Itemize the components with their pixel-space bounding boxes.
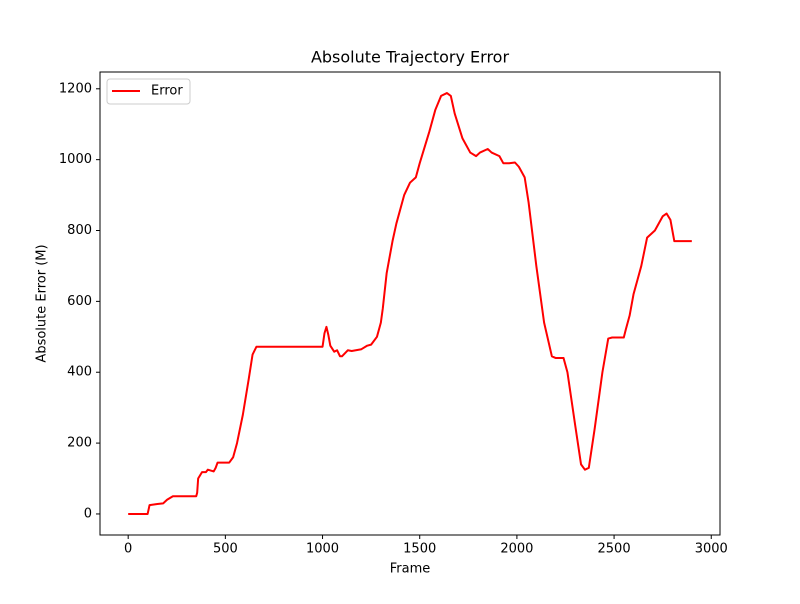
legend-label: Error [151, 84, 183, 99]
chart-title: Absolute Trajectory Error [311, 48, 510, 67]
y-axis-label: Absolute Error (M) [35, 244, 50, 362]
x-axis-label: Frame [390, 562, 431, 577]
y-tick-label: 400 [67, 365, 92, 380]
x-tick-label: 2500 [598, 542, 631, 557]
x-tick-label: 1500 [403, 542, 436, 557]
data-line [128, 92, 692, 515]
x-tick-label: 500 [213, 542, 238, 557]
x-tick-label: 1000 [306, 542, 339, 557]
y-tick-label: 800 [67, 223, 92, 238]
x-tick-label: 0 [124, 542, 132, 557]
y-tick-label: 600 [67, 294, 92, 309]
plot-frame [99, 71, 721, 536]
x-tick-label: 2000 [500, 542, 533, 557]
x-tick-label: 3000 [695, 542, 728, 557]
y-tick-label: 0 [84, 506, 92, 521]
y-tick-label: 200 [67, 436, 92, 451]
legend-box [106, 78, 191, 105]
y-tick-label: 1200 [59, 81, 92, 96]
y-tick-label: 1000 [59, 152, 92, 167]
